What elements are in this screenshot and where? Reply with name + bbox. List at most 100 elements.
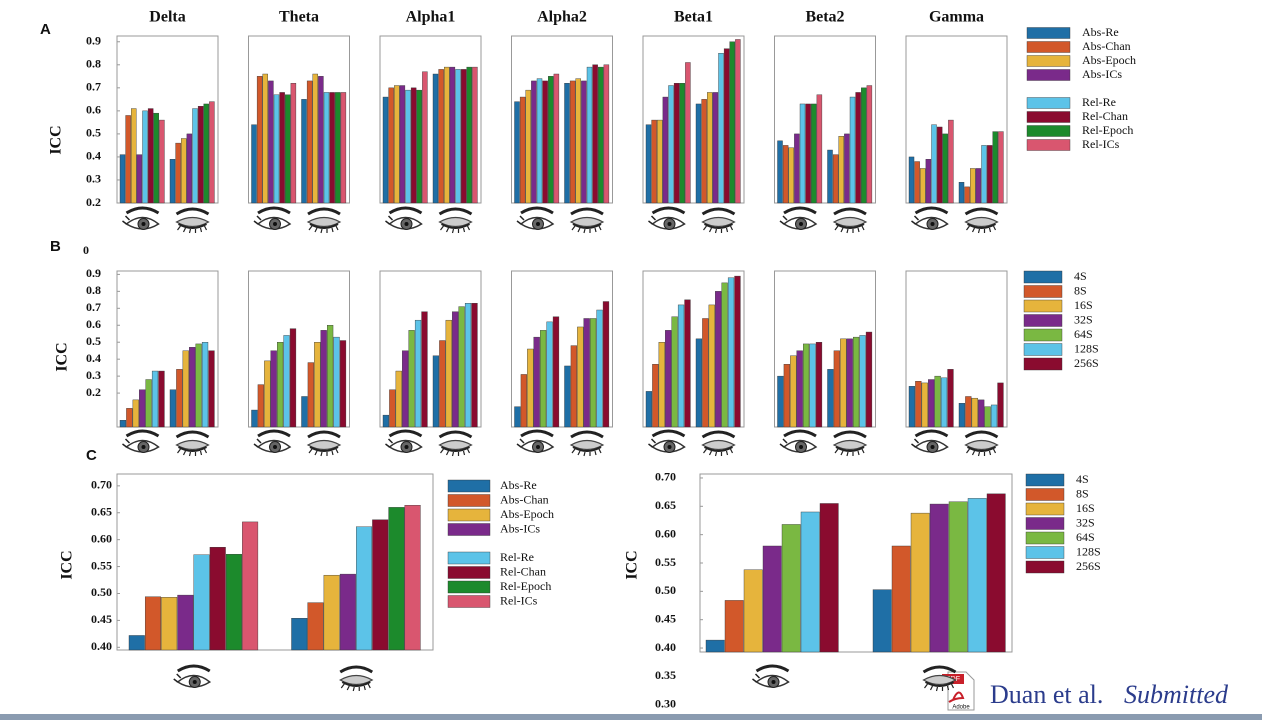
bar bbox=[705, 639, 725, 653]
bar bbox=[986, 145, 993, 204]
bar bbox=[540, 330, 547, 428]
legend-swatch bbox=[1026, 55, 1071, 67]
bar bbox=[981, 145, 987, 204]
legend-swatch bbox=[447, 523, 491, 536]
bar bbox=[548, 76, 554, 204]
bar bbox=[339, 573, 356, 651]
legend-label: 4S bbox=[1076, 472, 1089, 486]
bar bbox=[671, 316, 678, 428]
bar bbox=[721, 282, 728, 428]
bar bbox=[410, 87, 417, 204]
bar bbox=[126, 408, 133, 428]
panel-title: Delta bbox=[149, 9, 185, 26]
bar bbox=[209, 546, 226, 651]
bar bbox=[928, 379, 935, 428]
bar bbox=[866, 85, 873, 204]
bar bbox=[153, 112, 159, 204]
legend-swatch bbox=[1026, 69, 1071, 81]
bar bbox=[176, 369, 183, 428]
bar bbox=[291, 618, 308, 651]
bar bbox=[920, 168, 926, 204]
bar bbox=[197, 106, 204, 204]
bar bbox=[809, 343, 816, 428]
bar bbox=[859, 335, 866, 428]
bar bbox=[414, 319, 422, 428]
bar bbox=[458, 306, 465, 428]
y-tick-label: 0.60 bbox=[655, 526, 676, 540]
eye-icon bbox=[569, 430, 605, 458]
bar bbox=[273, 94, 280, 204]
y-tick-label: 0.65 bbox=[655, 498, 676, 512]
bar bbox=[531, 80, 537, 204]
eye-icon bbox=[175, 430, 210, 458]
bar bbox=[569, 80, 576, 204]
y-tick-label: 0.5 bbox=[86, 334, 101, 348]
eye-icon bbox=[832, 207, 868, 235]
y-tick-label: 0.45 bbox=[91, 612, 112, 626]
bar bbox=[942, 133, 948, 204]
bar bbox=[590, 318, 597, 428]
bar bbox=[727, 277, 735, 428]
y-tick-label: 0.7 bbox=[86, 80, 101, 94]
bar bbox=[466, 66, 472, 204]
bar bbox=[645, 124, 652, 204]
bar bbox=[339, 340, 347, 428]
bar bbox=[564, 365, 571, 428]
y-tick-label: 0.50 bbox=[91, 585, 112, 599]
bar bbox=[372, 519, 389, 651]
bar bbox=[701, 99, 707, 204]
status: Submitted bbox=[1124, 680, 1229, 709]
bar bbox=[570, 345, 577, 428]
bar bbox=[910, 512, 930, 653]
y-tick-label: 0.50 bbox=[655, 583, 676, 597]
bar bbox=[356, 526, 373, 651]
bar bbox=[335, 92, 341, 204]
bar bbox=[439, 340, 446, 428]
bar bbox=[586, 66, 593, 204]
bar bbox=[279, 92, 285, 204]
bar bbox=[394, 85, 400, 204]
bar bbox=[333, 336, 340, 428]
bar bbox=[404, 505, 421, 651]
legend-label: Rel-ICs bbox=[500, 593, 538, 607]
bar bbox=[285, 94, 291, 204]
bar bbox=[289, 328, 297, 428]
bar bbox=[203, 103, 209, 204]
bar bbox=[665, 330, 672, 428]
bar bbox=[471, 303, 478, 428]
legend-swatch bbox=[1025, 517, 1065, 530]
bar bbox=[432, 355, 440, 428]
bar bbox=[421, 311, 428, 428]
bar bbox=[865, 331, 873, 428]
y-tick-label: 0.6 bbox=[86, 103, 101, 117]
bar bbox=[139, 389, 146, 428]
bar bbox=[964, 186, 970, 204]
bar bbox=[934, 375, 941, 428]
bar bbox=[799, 103, 806, 204]
bar bbox=[399, 85, 406, 204]
bar bbox=[735, 39, 741, 204]
eye-icon bbox=[647, 429, 686, 454]
bar bbox=[998, 131, 1004, 204]
bar bbox=[449, 66, 456, 204]
bar bbox=[329, 92, 335, 204]
bar bbox=[262, 73, 268, 204]
bar bbox=[819, 503, 839, 653]
bar bbox=[142, 110, 148, 204]
bar bbox=[460, 69, 467, 204]
legend-label: Rel-Epoch bbox=[500, 579, 551, 593]
bar bbox=[598, 66, 604, 204]
bar bbox=[914, 161, 920, 204]
panel-label: B bbox=[50, 238, 61, 255]
bar bbox=[855, 92, 861, 204]
bar bbox=[651, 119, 657, 204]
bar bbox=[527, 348, 534, 428]
bar bbox=[519, 96, 526, 204]
legend-label: 16S bbox=[1074, 298, 1093, 312]
y-tick-label: 0.45 bbox=[655, 611, 676, 625]
legend-label: 8S bbox=[1074, 283, 1087, 297]
bar bbox=[975, 168, 982, 204]
bar bbox=[525, 89, 531, 204]
